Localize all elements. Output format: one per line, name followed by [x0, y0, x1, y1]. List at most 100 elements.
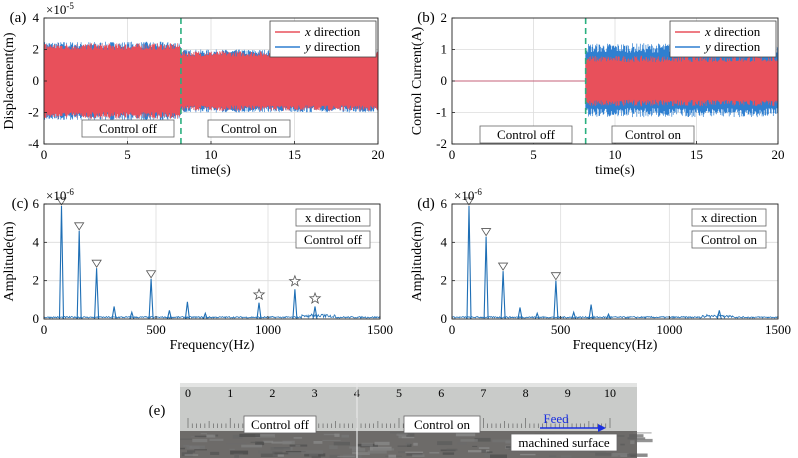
- y-tick-label: 0: [441, 73, 448, 88]
- surface-texture-mark: [352, 451, 358, 455]
- plot-frame: [43, 203, 381, 320]
- surface-texture-mark: [260, 453, 278, 457]
- x-tick-label: 1500: [765, 322, 791, 337]
- series-x-direction: [452, 55, 778, 107]
- panel-label: (d): [417, 196, 435, 212]
- y-tick-label: 1: [441, 42, 448, 57]
- ruler-number: 2: [269, 386, 275, 400]
- annotation-control-on-box: [207, 119, 291, 138]
- surface-texture-mark: [329, 445, 338, 450]
- spectrum-peak: [605, 312, 612, 320]
- spectrum-peak: [58, 205, 65, 320]
- ruler-number: 0: [185, 386, 191, 400]
- axis-exponent-label: ×10-6: [454, 187, 482, 203]
- surface-texture-mark: [460, 439, 478, 442]
- x-tick-label: 20: [772, 147, 785, 162]
- peak-triangle-marker: [145, 270, 157, 279]
- y-tick-label: -2: [28, 105, 39, 120]
- peak-triangle-marker: [91, 259, 102, 268]
- surface-texture-mark: [635, 438, 653, 443]
- chart-c-spectrum-control-off: 0 500 1000 1500 0 2 4 6 Frequency(Hz) Amplitude(m…: [2, 187, 393, 353]
- surface-texture-mark: [627, 437, 646, 440]
- ruler-number: 5: [396, 386, 402, 400]
- y-tick-label: 0: [441, 311, 448, 326]
- surface-texture-mark: [271, 441, 292, 444]
- surface-texture-mark: [505, 440, 516, 444]
- annotation-control-on: Control on: [625, 127, 681, 142]
- y-tick-label: 4: [441, 234, 448, 249]
- y-tick-label: 6: [33, 196, 40, 211]
- surface-texture-mark: [490, 454, 507, 458]
- annotation-control-state-box: [691, 230, 767, 249]
- spectrum-peak: [166, 310, 172, 320]
- surface-texture-mark: [437, 441, 453, 446]
- y-tick-label: -1: [436, 105, 447, 120]
- surface-texture-mark: [549, 455, 557, 457]
- spectrum-peak: [588, 304, 594, 320]
- x-tick-label: 500: [146, 322, 166, 337]
- y-tick-label: 4: [33, 234, 40, 249]
- x-tick-label: 20: [372, 147, 385, 162]
- surface-texture-mark: [180, 447, 185, 450]
- y-tick-label: 0: [33, 73, 40, 88]
- photo-label-control-on-box: [403, 415, 481, 434]
- peak-star-marker: [252, 288, 266, 301]
- spectrum-peak: [466, 205, 472, 320]
- surface-texture-mark: [230, 450, 249, 455]
- surface-texture-mark: [285, 451, 306, 453]
- ruler-number: 10: [604, 386, 616, 400]
- panel-label: (a): [10, 10, 27, 26]
- surface-texture-mark: [272, 454, 284, 457]
- y-tick-label: 4: [33, 10, 40, 25]
- surface-texture-mark: [187, 450, 196, 453]
- surface-texture-mark: [313, 441, 323, 444]
- surface-texture-mark: [322, 439, 341, 441]
- spectrum-peak: [202, 311, 208, 320]
- x-tick-label: 15: [690, 147, 703, 162]
- spectrum-peak: [111, 306, 117, 320]
- surface-texture-mark: [611, 453, 629, 457]
- surface-texture-mark: [333, 441, 350, 446]
- surface-texture-mark: [255, 434, 275, 438]
- surface-texture-mark: [192, 438, 208, 443]
- axis-exponent-label: ×10-6: [46, 187, 74, 203]
- plot-frame: [451, 203, 779, 320]
- surface-texture-mark: [397, 445, 408, 447]
- ruler-number: 6: [438, 386, 444, 400]
- peak-triangle-marker: [497, 262, 509, 271]
- surface-texture-mark: [484, 453, 492, 457]
- surface-texture-mark: [472, 445, 478, 447]
- surface-texture-mark: [274, 452, 290, 455]
- photo-label-control-off-box: [243, 415, 317, 434]
- surface-texture-mark: [620, 443, 625, 446]
- y-tick-label: 2: [441, 10, 448, 25]
- spectrum-peak: [129, 310, 135, 320]
- surface-texture-mark: [295, 444, 301, 447]
- ruler-number: 3: [312, 386, 318, 400]
- panel-label: (b): [417, 10, 435, 26]
- surface-texture-mark: [349, 446, 361, 449]
- surface-texture-mark: [627, 453, 648, 457]
- annotation-direction-box: [295, 208, 371, 227]
- legend-entry: x direction: [704, 24, 761, 39]
- legend-entry: x direction: [304, 24, 361, 39]
- peak-triangle-marker: [56, 197, 67, 206]
- x-tick-label: 15: [288, 147, 301, 162]
- spectrum-noise-floor: [43, 313, 381, 319]
- surface-texture-mark: [361, 442, 373, 447]
- legend-entry: y direction: [303, 39, 361, 54]
- spectrum-noise-floor: [451, 313, 779, 319]
- annotation-control-off: Control off: [99, 121, 158, 136]
- spectrum-peak: [76, 230, 82, 320]
- surface-texture-mark: [341, 434, 349, 438]
- surface-texture-mark: [301, 450, 324, 455]
- surface-texture-mark: [486, 451, 493, 453]
- spectrum-peak: [716, 310, 722, 320]
- peak-triangle-marker: [73, 222, 85, 231]
- annotation-control-state: Control on: [701, 232, 757, 247]
- spectrum-peak: [517, 307, 523, 320]
- surface-texture-mark: [388, 454, 397, 458]
- annotation-control-off-box: [81, 119, 175, 138]
- spectrum-peak: [94, 268, 100, 320]
